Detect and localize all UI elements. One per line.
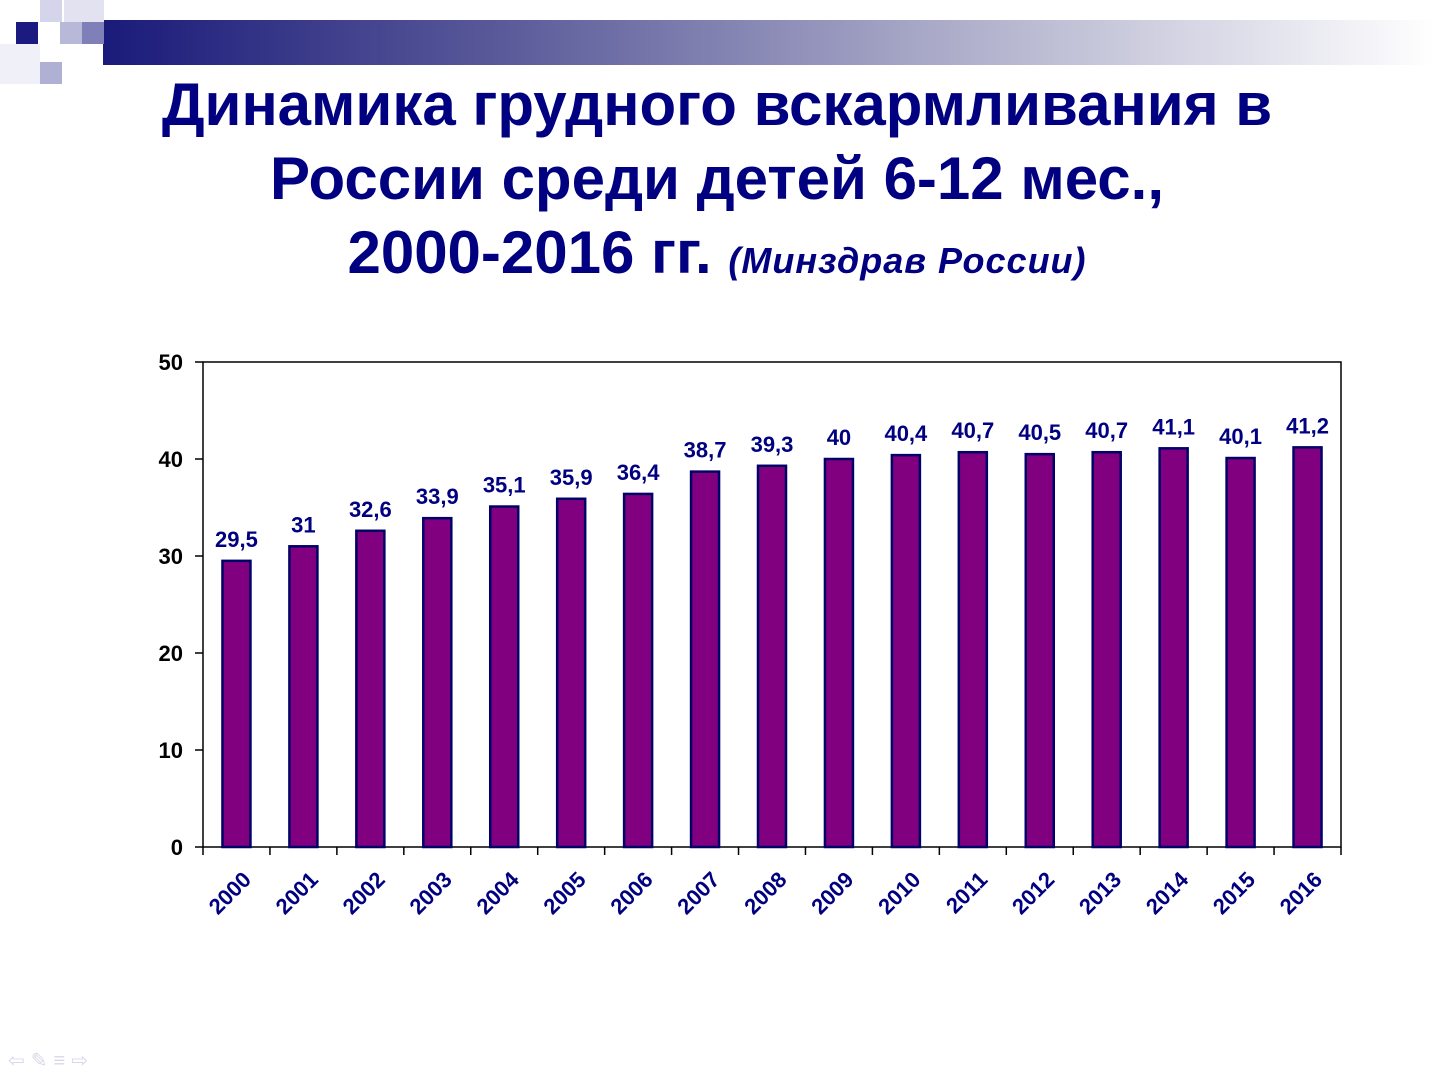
y-tick-label: 30 xyxy=(159,544,183,569)
x-category-label: 2009 xyxy=(806,867,858,919)
x-category-label: 2006 xyxy=(605,867,657,919)
bar xyxy=(355,529,386,849)
arrow-right-icon[interactable]: ⇨ xyxy=(71,1050,94,1072)
x-category-label: 2015 xyxy=(1208,867,1260,919)
bar xyxy=(756,464,788,849)
bar xyxy=(221,559,252,849)
header-decor-square xyxy=(16,22,38,44)
bar xyxy=(422,516,453,849)
x-category-label: 2010 xyxy=(873,867,925,919)
x-category-label: 2014 xyxy=(1141,866,1194,919)
bar xyxy=(1091,450,1122,849)
bar xyxy=(823,457,855,849)
bar xyxy=(288,545,319,849)
bar xyxy=(488,505,520,849)
y-tick-label: 40 xyxy=(159,447,183,472)
bar-data-label: 40,4 xyxy=(884,421,928,446)
bar xyxy=(1292,446,1323,849)
x-category-label: 2012 xyxy=(1007,867,1059,919)
bar-data-label: 40,5 xyxy=(1018,420,1061,445)
bar-data-label: 40 xyxy=(827,425,851,450)
title-source: (Минздрав России) xyxy=(728,240,1087,281)
bar-data-label: 38,7 xyxy=(684,438,727,463)
arrow-left-icon[interactable]: ⇦ xyxy=(8,1050,31,1072)
x-category-label: 2013 xyxy=(1074,867,1126,919)
bar-data-label: 39,3 xyxy=(751,432,794,457)
header-decor-square xyxy=(40,0,62,22)
header-decor-square xyxy=(60,22,82,44)
title-line-2: России среди детей 6-12 мес., xyxy=(270,145,1164,212)
header-decor-square xyxy=(40,62,62,84)
y-tick-label: 0 xyxy=(171,835,183,860)
bar-data-label: 33,9 xyxy=(416,484,459,509)
bar-data-label: 32,6 xyxy=(349,497,392,522)
x-category-label: 2008 xyxy=(739,867,791,919)
x-category-label: 2007 xyxy=(672,867,724,919)
title-line-1: Динамика грудного вскармливания в xyxy=(161,71,1273,138)
bar xyxy=(1024,452,1056,849)
bar xyxy=(1225,456,1256,849)
title-years: 2000-2016 гг. xyxy=(347,219,712,286)
slide-title: Динамика грудного вскармливания в России… xyxy=(0,68,1434,298)
bar-data-label: 41,1 xyxy=(1152,414,1195,439)
x-category-label: 2001 xyxy=(271,867,323,919)
bar-data-label: 40,7 xyxy=(951,418,994,443)
x-category-label: 2003 xyxy=(405,867,457,919)
bar-data-label: 35,1 xyxy=(483,473,526,498)
header-decor-square xyxy=(64,0,104,22)
bar-data-label: 31 xyxy=(291,512,315,537)
header-gradient-band xyxy=(103,20,1434,65)
bar-data-label: 29,5 xyxy=(215,527,258,552)
bar-data-label: 40,1 xyxy=(1219,424,1262,449)
bar xyxy=(622,492,654,849)
bar xyxy=(555,497,587,849)
header-decor-square xyxy=(0,44,40,84)
x-category-label: 2005 xyxy=(538,867,590,919)
header-decor-square xyxy=(82,22,104,44)
bar xyxy=(957,450,989,849)
bar-data-label: 41,2 xyxy=(1286,413,1329,438)
slide-nav: ⇦✎≡⇨ xyxy=(8,1048,94,1073)
x-category-label: 2004 xyxy=(471,866,524,919)
x-category-label: 2011 xyxy=(941,867,992,918)
y-tick-label: 20 xyxy=(159,641,183,666)
bar-data-label: 35,9 xyxy=(550,465,593,490)
y-tick-label: 50 xyxy=(159,350,183,375)
x-category-label: 2016 xyxy=(1275,867,1327,919)
x-category-label: 2002 xyxy=(338,867,390,919)
y-tick-label: 10 xyxy=(159,738,183,763)
bar-data-label: 36,4 xyxy=(617,460,661,485)
bar xyxy=(1158,447,1189,849)
menu-icon[interactable]: ≡ xyxy=(53,1050,72,1072)
bar xyxy=(689,470,721,849)
x-category-label: 2000 xyxy=(204,867,256,919)
bar xyxy=(890,453,922,849)
title-line-3: 2000-2016 гг. (Минздрав России) xyxy=(0,216,1434,298)
pen-icon[interactable]: ✎ xyxy=(30,1050,54,1072)
bar-data-label: 40,7 xyxy=(1085,418,1128,443)
